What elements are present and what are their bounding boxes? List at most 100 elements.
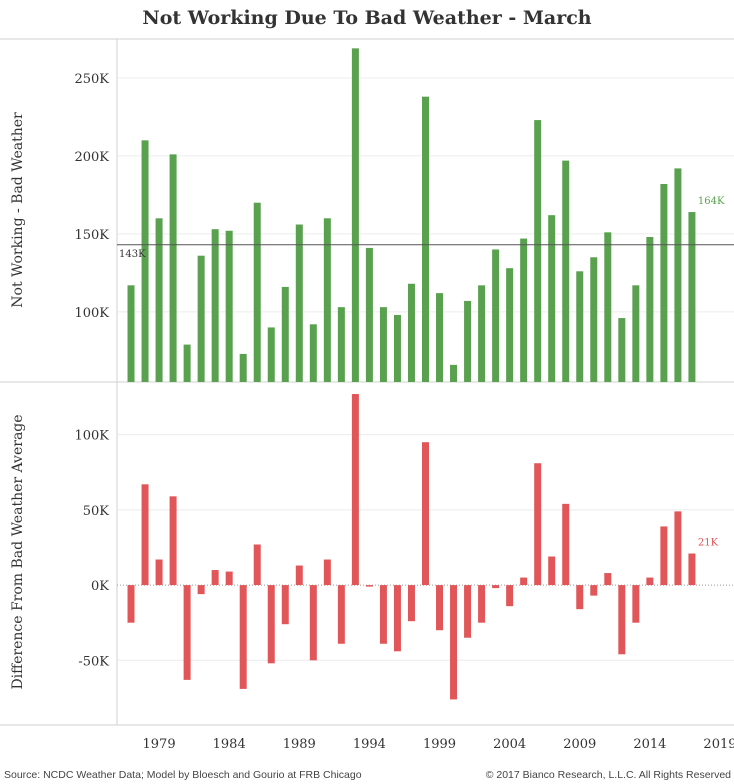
top-bar-1980 <box>169 154 177 382</box>
top-bar-2012 <box>618 318 626 382</box>
top-last-value-label: 164K <box>698 196 725 207</box>
top-bar-2009 <box>576 271 584 382</box>
bottom-bar-2015 <box>660 526 668 586</box>
average-reference-label: 143K <box>119 249 146 260</box>
top-bar-1977 <box>127 285 135 382</box>
top-bar-1978 <box>141 140 149 382</box>
top-pane: 100K 150K 200K 250K Not Working - Bad Weath… <box>0 38 734 383</box>
bottom-bar-1993 <box>351 394 359 586</box>
top-bar-2003 <box>492 249 500 382</box>
bottom-bar-1990 <box>309 585 317 661</box>
x-tick-label: 1984 <box>213 737 246 752</box>
bottom-bar-1992 <box>337 585 345 644</box>
top-bar-2002 <box>478 285 486 382</box>
bottom-bar-1985 <box>239 585 247 689</box>
top-bar-2017 <box>688 212 696 382</box>
top-bar-2011 <box>604 232 612 382</box>
bottom-bar-1981 <box>183 585 191 680</box>
bottom-bar-1999 <box>436 585 444 631</box>
top-bar-2005 <box>520 238 528 382</box>
top-bar-1999 <box>436 293 444 382</box>
x-tick-label: 2004 <box>493 737 526 752</box>
bottom-bar-2017 <box>688 553 696 586</box>
top-bar-1992 <box>337 307 345 382</box>
bottom-y-tick-label: 100K <box>74 429 109 444</box>
top-bar-1990 <box>309 324 317 382</box>
bottom-y-tick-label: -50K <box>78 654 109 669</box>
top-bar-2014 <box>646 237 654 382</box>
bottom-bar-2001 <box>464 585 472 638</box>
top-bar-2008 <box>562 160 570 382</box>
top-bar-1986 <box>253 202 261 382</box>
top-bar-1991 <box>323 218 331 382</box>
x-tick-label: 2009 <box>563 737 596 752</box>
bottom-bar-2009 <box>576 585 584 610</box>
top-bar-1983 <box>211 229 219 382</box>
bottom-bar-2005 <box>520 577 528 586</box>
top-bar-2010 <box>590 257 598 382</box>
top-bar-1998 <box>422 96 429 382</box>
bottom-bar-1984 <box>225 571 233 586</box>
bottom-bar-1989 <box>295 565 303 586</box>
bottom-bar-1983 <box>211 570 219 586</box>
source-note: Source: NCDC Weather Data; Model by Bloe… <box>4 769 362 781</box>
top-bar-1995 <box>379 307 387 382</box>
bottom-bar-1987 <box>267 585 275 664</box>
bottom-bar-2004 <box>506 585 514 607</box>
top-bar-1997 <box>407 283 415 382</box>
top-y-tick-label: 200K <box>74 150 109 165</box>
bottom-bar-1982 <box>197 585 205 595</box>
bottom-y-tick-label: 50K <box>83 504 110 519</box>
bottom-bar-2000 <box>450 585 458 700</box>
bottom-bar-2014 <box>646 577 654 586</box>
x-tick-label: 2014 <box>633 737 666 752</box>
top-bar-1994 <box>365 247 373 382</box>
bottom-bar-2016 <box>674 511 682 586</box>
bottom-bar-1997 <box>407 585 415 622</box>
top-bar-1981 <box>183 344 191 382</box>
x-tick-label: 1994 <box>353 737 386 752</box>
top-bar-1988 <box>281 286 289 382</box>
top-bar-2001 <box>464 300 472 382</box>
top-bar-1996 <box>393 314 401 382</box>
chart-title: Not Working Due To Bad Weather - March <box>142 7 591 29</box>
bottom-y-tick-label: 0K <box>91 579 109 594</box>
bottom-bar-2008 <box>562 503 570 586</box>
top-bar-2007 <box>548 215 556 382</box>
bottom-bar-1978 <box>141 484 149 586</box>
top-bar-1985 <box>239 353 247 382</box>
top-bar-1987 <box>267 327 275 382</box>
bottom-bar-2006 <box>534 463 542 586</box>
top-bar-2016 <box>674 168 682 382</box>
bottom-bar-1996 <box>393 585 401 652</box>
top-bar-1993 <box>351 48 359 382</box>
x-tick-label: 1979 <box>143 737 176 752</box>
top-bar-2000 <box>450 364 458 382</box>
bottom-bar-2010 <box>590 585 598 596</box>
top-bar-2004 <box>506 268 514 382</box>
x-tick-label: 1989 <box>283 737 316 752</box>
bottom-bar-1986 <box>253 544 261 586</box>
bottom-bar-2011 <box>604 573 612 586</box>
top-y-axis-label: Not Working - Bad Weather <box>10 112 26 308</box>
bottom-y-axis-label: Difference From Bad Weather Average <box>10 414 26 689</box>
top-y-tick-label: 100K <box>74 306 109 321</box>
top-bar-2013 <box>632 285 640 382</box>
bottom-bar-2012 <box>618 585 626 655</box>
bottom-last-value-label: 21K <box>698 538 719 549</box>
top-bar-2006 <box>534 120 542 382</box>
x-tick-label: 1999 <box>423 737 456 752</box>
bottom-bar-1980 <box>169 496 177 586</box>
bottom-pane: -50K 0K 50K 100K Difference From Bad Weathe… <box>0 382 734 726</box>
bottom-bar-2002 <box>478 585 486 623</box>
bottom-bar-1977 <box>127 585 135 623</box>
bottom-bar-1991 <box>323 559 331 586</box>
top-bar-1982 <box>197 255 205 382</box>
bottom-bar-1994 <box>365 585 373 587</box>
bottom-bar-1998 <box>422 442 429 586</box>
top-bar-2015 <box>660 183 668 382</box>
bottom-bar-2007 <box>548 556 556 586</box>
bottom-bar-2003 <box>492 585 500 589</box>
top-bar-1984 <box>225 230 233 382</box>
bottom-bar-2013 <box>632 585 640 623</box>
